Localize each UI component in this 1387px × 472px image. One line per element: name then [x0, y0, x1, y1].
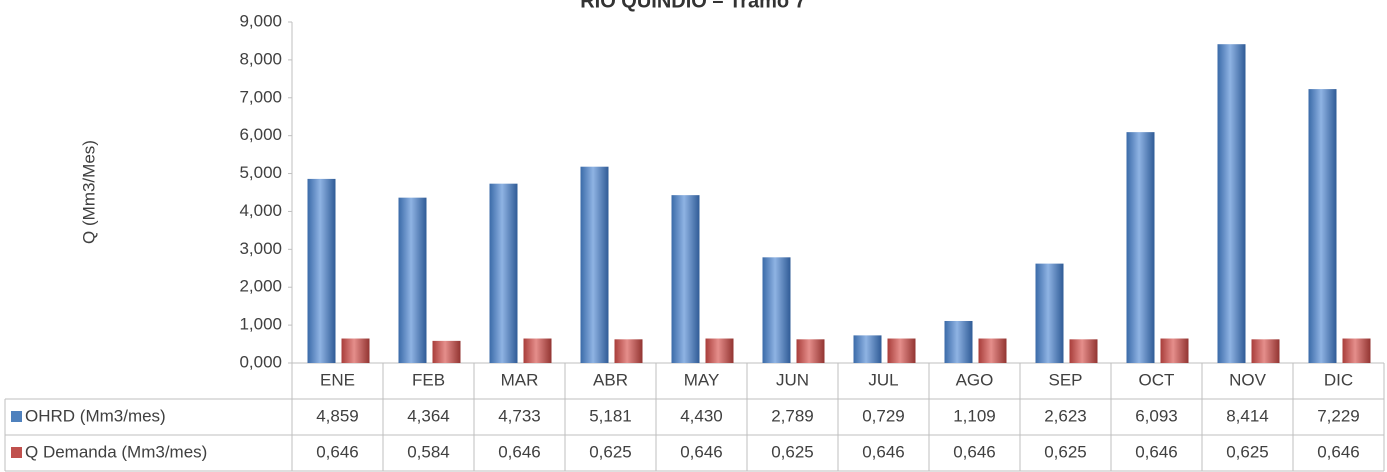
bar: [489, 183, 518, 363]
y-tick-label: 0,000: [239, 352, 282, 371]
data-label: 0,646: [1135, 442, 1178, 461]
data-label: 0,646: [953, 442, 996, 461]
bar: [1069, 339, 1098, 363]
data-label: 2,623: [1044, 406, 1087, 425]
bar: [432, 340, 461, 363]
legend-label: Q Demanda (Mm3/mes): [25, 442, 207, 461]
legend-label: OHRD (Mm3/mes): [25, 406, 166, 425]
x-tick-label: FEB: [412, 370, 445, 389]
x-tick-label: NOV: [1229, 370, 1267, 389]
y-axis-label: Q (Mm3/Mes): [79, 140, 98, 244]
bar: [614, 339, 643, 363]
data-label: 0,584: [407, 442, 450, 461]
x-tick-label: AGO: [956, 370, 994, 389]
data-label: 0,646: [498, 442, 541, 461]
bar: [762, 257, 791, 363]
data-label: 0,646: [1317, 442, 1360, 461]
data-label: 7,229: [1317, 406, 1360, 425]
data-label: 6,093: [1135, 406, 1178, 425]
y-tick-label: 8,000: [239, 49, 282, 68]
bar: [307, 178, 336, 363]
data-label: 1,109: [953, 406, 996, 425]
x-tick-label: DIC: [1324, 370, 1353, 389]
bar: [978, 338, 1007, 363]
bar: [580, 166, 609, 363]
y-tick-label: 5,000: [239, 163, 282, 182]
bar: [1308, 89, 1337, 363]
data-label: 0,625: [1226, 442, 1269, 461]
bar: [705, 338, 734, 363]
bar: [1342, 338, 1371, 363]
y-tick-label: 2,000: [239, 277, 282, 296]
bar: [398, 197, 427, 363]
x-tick-label: MAY: [684, 370, 720, 389]
data-label: 5,181: [589, 406, 632, 425]
bar: [853, 335, 882, 363]
data-label: 0,625: [771, 442, 814, 461]
bar: [1160, 338, 1189, 363]
data-label: 4,859: [316, 406, 359, 425]
x-tick-label: MAR: [501, 370, 539, 389]
bar: [1126, 132, 1155, 363]
data-label: 0,729: [862, 406, 905, 425]
bar: [523, 338, 552, 363]
y-tick-label: 6,000: [239, 125, 282, 144]
chart-title: RÍO QUINDÍO – Tramo 7: [580, 0, 806, 12]
x-tick-label: ABR: [593, 370, 628, 389]
bar: [796, 339, 825, 363]
x-tick-label: JUL: [868, 370, 898, 389]
y-tick-label: 3,000: [239, 239, 282, 258]
x-tick-label: JUN: [776, 370, 809, 389]
data-label: 0,646: [862, 442, 905, 461]
bar: [1217, 44, 1246, 364]
x-tick-label: SEP: [1048, 370, 1082, 389]
data-label: 4,733: [498, 406, 541, 425]
data-label: 0,646: [680, 442, 723, 461]
data-label: 0,625: [1044, 442, 1087, 461]
data-label: 4,430: [680, 406, 723, 425]
legend-swatch: [11, 411, 22, 422]
data-label: 8,414: [1226, 406, 1269, 425]
data-label: 2,789: [771, 406, 814, 425]
y-tick-label: 4,000: [239, 201, 282, 220]
data-label: 0,646: [316, 442, 359, 461]
bar: [1035, 263, 1064, 363]
x-tick-label: ENE: [320, 370, 355, 389]
bar: [1251, 339, 1280, 363]
bar: [887, 338, 916, 363]
legend-swatch: [11, 447, 22, 458]
data-label: 0,625: [589, 442, 632, 461]
bar: [944, 320, 973, 363]
y-tick-label: 7,000: [239, 87, 282, 106]
data-label: 4,364: [407, 406, 450, 425]
y-tick-label: 1,000: [239, 315, 282, 334]
x-tick-label: OCT: [1139, 370, 1175, 389]
bar: [341, 338, 370, 363]
bar: [671, 195, 700, 363]
y-tick-label: 9,000: [239, 11, 282, 30]
